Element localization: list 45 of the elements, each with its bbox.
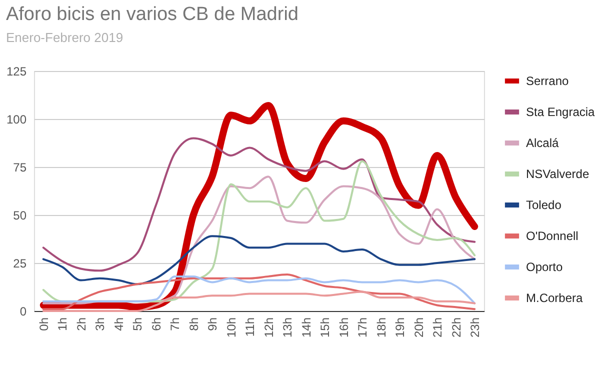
legend-label: Serrano [526,74,570,88]
x-tick-label: 8h [186,318,201,331]
x-tick-label: 10h [224,318,238,338]
legend-label: NSValverde [526,167,590,181]
x-tick-label: 0h [36,318,51,331]
x-tick-label: 6h [149,318,164,331]
x-tick-label: 13h [280,318,295,338]
y-tick-label: 75 [13,160,27,174]
line-series [42,275,476,304]
legend-label: Sta Engracia [526,105,596,119]
x-tick-label: 20h [412,318,426,338]
line-series [42,290,476,312]
line-series [42,274,476,310]
x-tick-label: 19h [393,318,408,338]
legend-label: Toledo [526,198,562,212]
x-tick-label: 21h [430,318,445,338]
x-tick-label: 18h [374,318,388,338]
x-tick-label: 17h [356,318,370,338]
x-tick-label: 12h [262,318,276,338]
legend-label: M.Corbera [526,291,584,305]
x-tick-label: 4h [112,318,126,331]
line-series [42,137,476,272]
x-tick-label: 1h [56,318,70,331]
x-tick-label: 23h [468,318,482,338]
x-tick-label: 11h [243,318,258,337]
x-tick-label: 5h [130,318,145,331]
y-tick-label: 50 [13,208,27,222]
y-tick-label: 0 [20,304,27,318]
chart-subtitle: Enero-Febrero 2019 [6,30,124,45]
x-tick-label: 16h [336,318,351,338]
x-tick-label: 22h [449,318,464,338]
x-tick-label: 3h [93,318,108,331]
x-tick-label: 9h [206,318,220,331]
legend-label: Oporto [526,260,564,274]
legend-label: O'Donnell [526,229,578,243]
x-tick-label: 2h [74,318,88,331]
y-tick-label: 125 [6,64,27,78]
line-series [42,235,476,286]
chart-title: Aforo bicis en varios CB de Madrid [6,4,298,25]
x-tick-label: 15h [318,318,332,338]
y-tick-label: 25 [13,256,27,270]
y-tick-label: 100 [6,112,27,126]
legend-label: Alcalá [526,136,560,150]
x-tick-label: 7h [168,318,182,331]
x-tick-label: 14h [299,318,314,338]
